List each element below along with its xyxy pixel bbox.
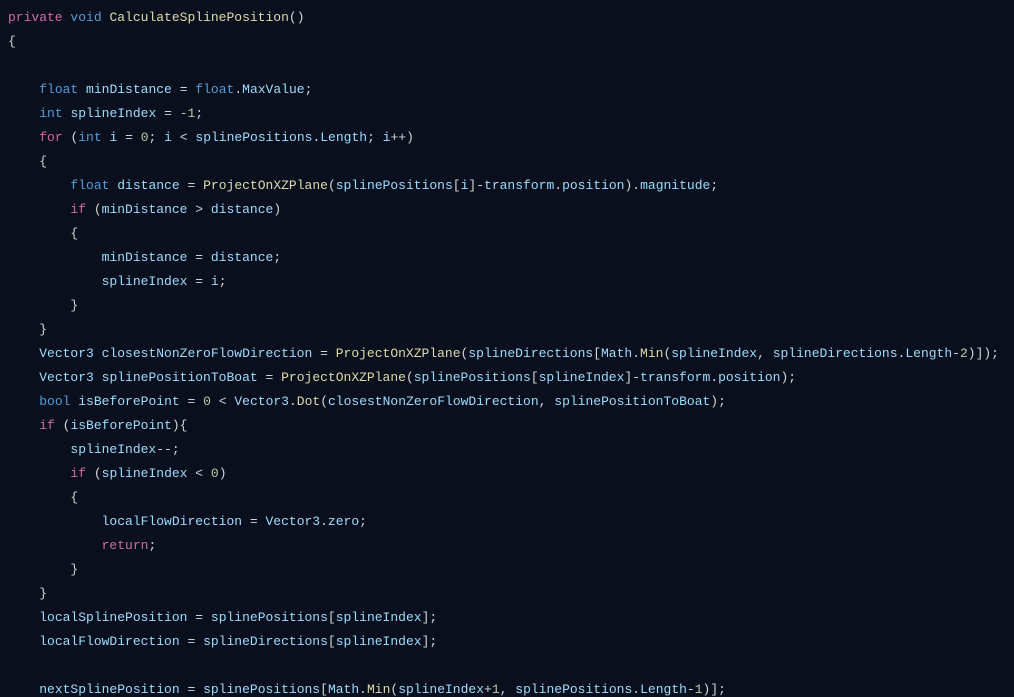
si9: splineIndex xyxy=(398,682,484,697)
si4: splineIndex xyxy=(539,370,625,385)
fn-name: CalculateSplinePosition xyxy=(109,10,288,25)
kw-if3: if xyxy=(70,466,86,481)
fn-proj1: ProjectOnXZPlane xyxy=(203,178,328,193)
t2: transform xyxy=(640,370,710,385)
type-v3b: Vector3 xyxy=(39,370,94,385)
ibp2: isBeforePoint xyxy=(70,418,171,433)
math1: Math xyxy=(601,346,632,361)
kw-bool: bool xyxy=(39,394,70,409)
type-float: float xyxy=(195,82,234,97)
type-int: int xyxy=(78,130,101,145)
sp4: splinePositions xyxy=(211,610,328,625)
var-i2: i xyxy=(164,130,172,145)
lit-0b: 0 xyxy=(203,394,211,409)
sp5: splinePositions xyxy=(203,682,320,697)
si7: splineIndex xyxy=(336,610,422,625)
var-sp: splinePositions xyxy=(195,130,312,145)
len3: Length xyxy=(640,682,687,697)
si2: splineIndex xyxy=(102,274,188,289)
v3c: Vector3 xyxy=(234,394,289,409)
zero: zero xyxy=(328,514,359,529)
sp3: splinePositions xyxy=(414,370,531,385)
kw-void: void xyxy=(70,10,101,25)
md3: minDistance xyxy=(102,250,188,265)
nsp: nextSplinePosition xyxy=(39,682,179,697)
var-sptb: splinePositionToBoat xyxy=(102,370,258,385)
var-distance: distance xyxy=(117,178,179,193)
si3: splineIndex xyxy=(671,346,757,361)
var-i3: i xyxy=(383,130,391,145)
lit-0c: 0 xyxy=(211,466,219,481)
var-minDistance: minDistance xyxy=(86,82,172,97)
lfd2: localFlowDirection xyxy=(39,634,179,649)
t1: transform xyxy=(484,178,554,193)
sd3: splineDirections xyxy=(203,634,328,649)
fn-proj3: ProjectOnXZPlane xyxy=(281,370,406,385)
var-cnzfd: closestNonZeroFlowDirection xyxy=(102,346,313,361)
lit-neg1: -1 xyxy=(180,106,196,121)
min1: Min xyxy=(640,346,663,361)
var-i: i xyxy=(109,130,117,145)
lfd1: localFlowDirection xyxy=(102,514,242,529)
min2: Min xyxy=(367,682,390,697)
code-block: private void CalculateSplinePosition() {… xyxy=(0,0,1014,697)
kw-for: for xyxy=(39,130,62,145)
sd2: splineDirections xyxy=(773,346,898,361)
fn-proj2: ProjectOnXZPlane xyxy=(336,346,461,361)
math2: Math xyxy=(328,682,359,697)
p2: position xyxy=(718,370,780,385)
kw-if1: if xyxy=(70,202,86,217)
type-float2: float xyxy=(70,178,109,193)
kw-return: return xyxy=(102,538,149,553)
lsp: localSplinePosition xyxy=(39,610,187,625)
p1: position xyxy=(562,178,624,193)
lit-2: 2 xyxy=(960,346,968,361)
sptb2: splinePositionToBoat xyxy=(554,394,710,409)
type-v3a: Vector3 xyxy=(39,346,94,361)
kw-float: float xyxy=(39,82,78,97)
lit-0a: 0 xyxy=(141,130,149,145)
md2: minDistance xyxy=(102,202,188,217)
cnzfd2: closestNonZeroFlowDirection xyxy=(328,394,539,409)
sp6: splinePositions xyxy=(515,682,632,697)
v3d: Vector3 xyxy=(266,514,321,529)
si5: splineIndex xyxy=(70,442,156,457)
var-sp2: splinePositions xyxy=(336,178,453,193)
lit-1a: 1 xyxy=(492,682,500,697)
fn-dot: Dot xyxy=(297,394,320,409)
kw-private: private xyxy=(8,10,63,25)
si8: splineIndex xyxy=(336,634,422,649)
var-i5: i xyxy=(211,274,219,289)
sd1: splineDirections xyxy=(468,346,593,361)
si6: splineIndex xyxy=(102,466,188,481)
d2: distance xyxy=(211,202,273,217)
var-splineIndex: splineIndex xyxy=(70,106,156,121)
lit-1b: 1 xyxy=(695,682,703,697)
kw-if2: if xyxy=(39,418,55,433)
mag: magnitude xyxy=(640,178,710,193)
prop-maxvalue: MaxValue xyxy=(242,82,304,97)
var-ibp: isBeforePoint xyxy=(78,394,179,409)
prop-len: Length xyxy=(320,130,367,145)
kw-int: int xyxy=(39,106,62,121)
d3: distance xyxy=(211,250,273,265)
len2: Length xyxy=(905,346,952,361)
